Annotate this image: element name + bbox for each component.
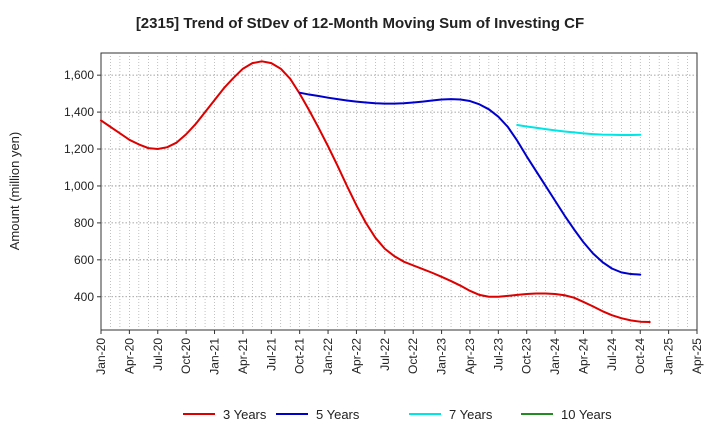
x-tick-label: Apr-22 [349,338,363,374]
x-tick-label: Jan-25 [662,338,676,375]
x-tick-label: Oct-22 [406,338,420,374]
legend-label: 10 Years [561,407,612,422]
legend: 3 Years 5 Years 7 Years 10 Years [183,407,612,422]
chart-title: [2315] Trend of StDev of 12-Month Moving… [136,15,584,32]
series-line-3-years [100,60,651,324]
x-tick-label: Jul-20 [151,338,165,371]
x-axis-ticks: Jan-20 Apr-20 Jul-20 Oct-20 Jan-21 Apr-21 Jul-… [94,330,704,375]
x-tick-label: Oct-21 [293,338,307,374]
y-tick-label: 1,000 [64,179,94,193]
y-axis-label: Amount (million yen) [7,132,22,251]
legend-label: 7 Years [449,407,493,422]
x-tick-label: Jan-22 [321,338,335,375]
x-tick-label: Oct-20 [179,338,193,374]
x-tick-label: Oct-23 [520,338,534,374]
series-line-5-years [298,91,642,276]
grid [101,53,697,330]
x-tick-label: Apr-25 [690,338,704,374]
x-tick-label: Jan-23 [435,338,449,375]
series-line-7-years [516,124,642,136]
y-tick-label: 1,200 [64,142,94,156]
x-tick-label: Apr-21 [236,338,250,374]
x-tick-label: Jan-21 [208,338,222,375]
x-tick-label: Jul-21 [264,338,278,371]
legend-label: 5 Years [316,407,360,422]
x-tick-label: Jul-23 [491,338,505,371]
x-tick-label: Jul-24 [605,338,619,371]
y-tick-label: 600 [74,253,94,267]
legend-label: 3 Years [223,407,267,422]
y-tick-label: 1,600 [64,68,94,82]
series-lines [100,60,651,324]
x-tick-label: Apr-20 [122,338,136,374]
y-tick-label: 1,400 [64,105,94,119]
y-tick-label: 800 [74,216,94,230]
x-tick-label: Jan-24 [548,338,562,375]
plot-area [100,52,698,331]
x-tick-label: Jan-20 [94,338,108,375]
x-tick-label: Apr-23 [463,338,477,374]
x-tick-label: Oct-24 [633,338,647,374]
x-tick-label: Apr-24 [576,338,590,374]
y-tick-label: 400 [74,290,94,304]
y-axis-ticks: 400 600 800 1,000 1,200 1,400 1,600 [64,68,101,304]
x-tick-label: Jul-22 [378,338,392,371]
